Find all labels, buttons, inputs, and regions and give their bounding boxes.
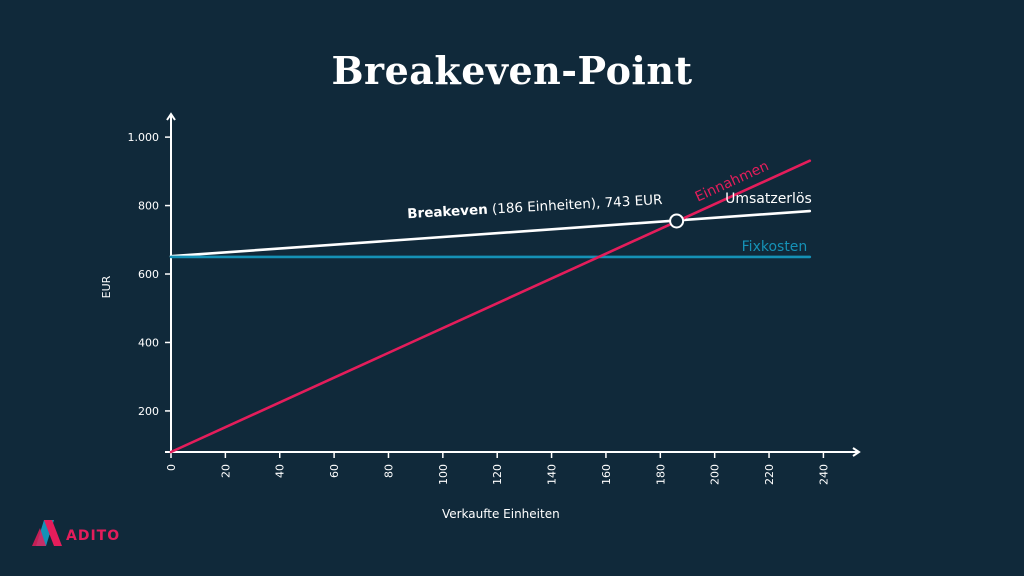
x-tick-label: 140 [546,464,559,485]
x-tick-label: 60 [328,464,341,478]
y-tick-label: 600 [138,268,159,281]
series-line-2 [169,159,812,454]
series-label-umsatzerloes: Umsatzerlös [725,191,812,207]
x-axis-title: Verkaufte Einheiten [442,507,560,521]
breakeven-label-detail: (186 Einheiten), 743 EUR [487,192,663,218]
x-tick-label: 0 [165,464,178,471]
breakeven-label: Breakeven (186 Einheiten), 743 EUR [407,192,663,222]
x-tick-label: 100 [437,464,450,485]
x-tick-label: 120 [491,464,504,485]
x-tick-label: 20 [219,464,232,478]
x-tick-label: 180 [654,464,667,485]
x-tick-label: 220 [763,464,776,485]
logo-wordmark: ADITO [66,528,121,544]
x-tick-label: 200 [709,464,722,485]
x-tick-label: 40 [274,464,287,478]
y-tick-label: 800 [138,200,159,213]
y-tick-label: 1.000 [128,131,160,144]
series-line-0 [169,209,812,258]
chart-title: Breakeven-Point [331,48,693,93]
y-tick-label: 200 [138,405,159,418]
y-axis-title: EUR [100,275,113,298]
x-tick-label: 80 [382,464,395,478]
y-tick-label: 400 [138,336,159,349]
adito-logo-icon [32,520,62,546]
breakeven-label-bold: Breakeven [407,202,488,222]
breakeven-point [669,213,685,229]
series-label-fixkosten: Fixkosten [742,239,808,255]
x-tick-label: 160 [600,464,613,485]
x-tick-label: 240 [817,464,830,485]
